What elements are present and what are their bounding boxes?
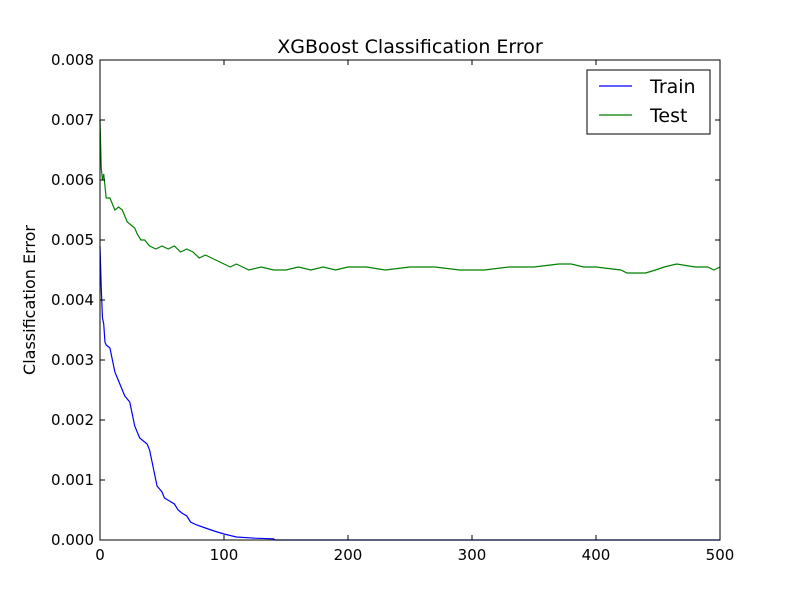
series-line-train <box>99 245 720 541</box>
y-axis-label: Classification Error <box>20 225 39 375</box>
axis-ticks: 0 100 200 300 400 500 0.000 0.001 0.002 0.003 0.00… <box>51 51 734 564</box>
y-tick-label: 0.008 <box>51 51 94 69</box>
series-line-test <box>99 119 721 274</box>
y-tick-label: 0.004 <box>51 291 94 309</box>
y-tick-label: 0.003 <box>51 351 94 369</box>
y-tick-label: 0.000 <box>51 531 94 549</box>
legend: Train Test <box>586 69 711 135</box>
y-tick-label: 0.006 <box>51 171 94 189</box>
x-tick-label: 500 <box>706 546 735 564</box>
x-tick-label: 0 <box>95 546 105 564</box>
legend-label-test: Test <box>649 105 687 127</box>
y-tick-label: 0.002 <box>51 411 94 429</box>
y-tick-label: 0.001 <box>51 471 94 489</box>
legend-label-train: Train <box>649 76 696 98</box>
plot-lines <box>99 119 721 541</box>
legend-box <box>586 69 711 135</box>
x-tick-label: 300 <box>458 546 487 564</box>
x-tick-label: 400 <box>582 546 611 564</box>
y-tick-label: 0.007 <box>51 111 94 129</box>
x-tick-label: 200 <box>334 546 363 564</box>
x-tick-label: 100 <box>210 546 239 564</box>
plot-frame <box>99 59 721 541</box>
chart-title: XGBoost Classification Error <box>277 36 543 58</box>
y-tick-label: 0.005 <box>51 231 94 249</box>
